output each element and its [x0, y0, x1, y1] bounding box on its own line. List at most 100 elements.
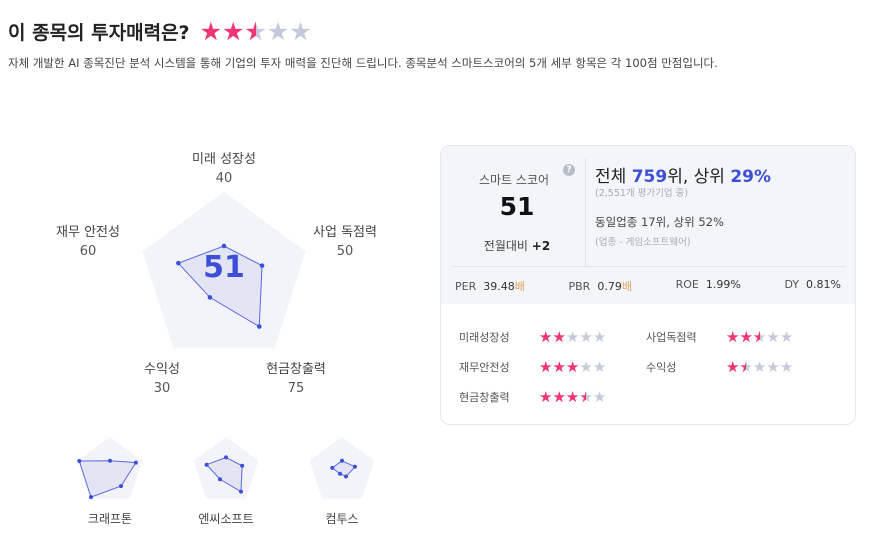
peer-radar-point: [77, 459, 82, 464]
star-icon: ★★: [779, 357, 794, 376]
metric-unit: 배: [514, 280, 525, 293]
star-icon: ★★: [766, 327, 780, 346]
star-icon: ★★: [579, 357, 593, 376]
peer-name[interactable]: 엔씨소프트: [198, 512, 254, 526]
star-icon: ★★: [726, 357, 740, 376]
peer-radar-point: [330, 465, 335, 470]
star-icon: ★★: [565, 327, 580, 346]
star-icon: ★★: [552, 357, 566, 376]
axis-name: 현금창출력: [266, 362, 326, 377]
rank-value: 759: [631, 167, 668, 187]
star-icon: ★★: [199, 17, 222, 46]
star-icon: ★★: [552, 387, 566, 406]
change-value: +2: [531, 239, 551, 253]
star-icon: ★★: [539, 357, 553, 376]
rank-suffix: 위, 상위: [667, 167, 731, 187]
metric-pbr: PBR 0.79배: [569, 278, 632, 294]
star-icon: ★★: [739, 357, 753, 376]
axis-name: 미래 성장성: [192, 152, 256, 167]
axis-name: 사업 독점력: [313, 225, 377, 240]
overall-rating-stars: ★★★★★★★★★★: [200, 19, 312, 44]
star-icon: ★★: [779, 327, 794, 346]
metric-label: PER: [455, 280, 477, 293]
divider: [585, 158, 586, 266]
rating-label: 현금창출력: [459, 391, 510, 404]
axis-value: 40: [215, 171, 233, 186]
axis-value: 50: [336, 244, 354, 259]
axis-value: 75: [287, 381, 305, 396]
peer-name[interactable]: 크래프톤: [87, 512, 133, 526]
main-radar-point: [176, 260, 181, 266]
rating-label: 사업독점력: [646, 331, 697, 344]
rating-label: 수익성: [646, 361, 677, 374]
peer-radar-area: [78, 460, 137, 498]
metrics-row: PER 39.48배 PBR 0.79배 ROE 1.99% DY 0.81%: [455, 278, 841, 294]
axis-value: 30: [153, 381, 171, 396]
star-icon: ★★: [592, 327, 607, 346]
peer-radar-point: [238, 489, 243, 494]
change-label: 전월대비: [483, 239, 528, 253]
peer-radar-background: [309, 437, 375, 499]
star-icon: ★★: [766, 357, 780, 376]
star-icon: ★★: [579, 327, 593, 346]
main-radar-area: [177, 245, 263, 328]
peer-radar-point: [340, 458, 344, 463]
metric-label: DY: [784, 278, 800, 291]
peer-radar-point: [133, 460, 138, 465]
axis-name: 재무 안전성: [56, 225, 120, 240]
star-icon: ★★: [592, 387, 607, 406]
star-icon: ★★: [726, 327, 740, 346]
description: 자체 개발한 AI 종목진단 분석 시스템을 통해 기업의 투자 매력을 진단해…: [8, 56, 718, 70]
star-icon: ★★: [565, 357, 580, 376]
main-radar-point: [256, 324, 262, 329]
star-icon: ★★: [552, 327, 566, 346]
monthly-change: 전월대비 +2: [441, 237, 593, 254]
rating-label: 미래성장성: [459, 331, 510, 344]
axis-label: 재무 안전성 60: [38, 223, 138, 261]
axis-label: 사업 독점력 50: [295, 223, 395, 261]
rank-sub: (2,551개 평가기업 중): [595, 188, 689, 199]
sector-rank: 동일업종 17위, 상위 52%: [595, 215, 724, 229]
peer-radar-point: [89, 495, 94, 500]
metric-label: ROE: [675, 278, 699, 291]
page-title: 이 종목의 투자매력은? ★★★★★★★★★★: [8, 18, 312, 45]
smart-score-label: 스마트 스코어: [478, 173, 550, 187]
metric-dy: DY 0.81%: [784, 278, 841, 294]
smart-score-value: 51: [499, 192, 535, 221]
rating-row: 사업독점력★★★★★★★★★★: [646, 329, 793, 345]
peer-radar-point: [224, 455, 228, 460]
star-icon: ★★: [739, 327, 753, 346]
axis-label: 미래 성장성 40: [174, 150, 274, 188]
metric-roe: ROE 1.99%: [676, 278, 741, 294]
metric-value: 1.99%: [705, 278, 741, 291]
main-radar-point: [207, 295, 213, 300]
star-icon: ★★: [579, 387, 593, 406]
star-icon: ★★: [752, 327, 767, 346]
peer-radar-point: [352, 464, 357, 469]
metric-unit: 배: [621, 280, 632, 293]
peer-radar-point: [108, 458, 112, 463]
peer-radar-background: [193, 437, 259, 499]
smart-score-card: 스마트 스코어 ? 51 전월대비 +2 전체 759위, 상위 29% (2,…: [440, 145, 856, 425]
radar-score: 51: [203, 250, 245, 285]
star-icon: ★★: [222, 17, 245, 46]
peer-name[interactable]: 컴투스: [325, 512, 359, 526]
peer-radar-point: [204, 462, 209, 467]
star-icon: ★★: [565, 387, 580, 406]
rating-row: 미래성장성★★★★★★★★★★: [459, 329, 606, 345]
overall-rank: 전체 759위, 상위 29%: [595, 162, 771, 187]
sector-sub: (업종 - 게임소프트웨어): [595, 237, 691, 248]
help-icon[interactable]: ?: [563, 164, 575, 176]
top-percent: 29%: [730, 167, 772, 187]
star-icon: ★★: [539, 387, 553, 406]
main-radar-background: [142, 192, 306, 348]
rating-row: 수익성★★★★★★★★★★: [646, 359, 793, 375]
main-radar-point: [259, 263, 265, 268]
peer-radar-point: [343, 474, 348, 479]
metric-value: 0.81%: [806, 278, 841, 291]
peer-radar-point: [118, 484, 123, 489]
peer-radar-point: [338, 471, 343, 476]
peer-radar-point: [218, 477, 223, 482]
star-icon: ★★: [244, 17, 267, 46]
metric-value: 0.79: [597, 280, 622, 293]
